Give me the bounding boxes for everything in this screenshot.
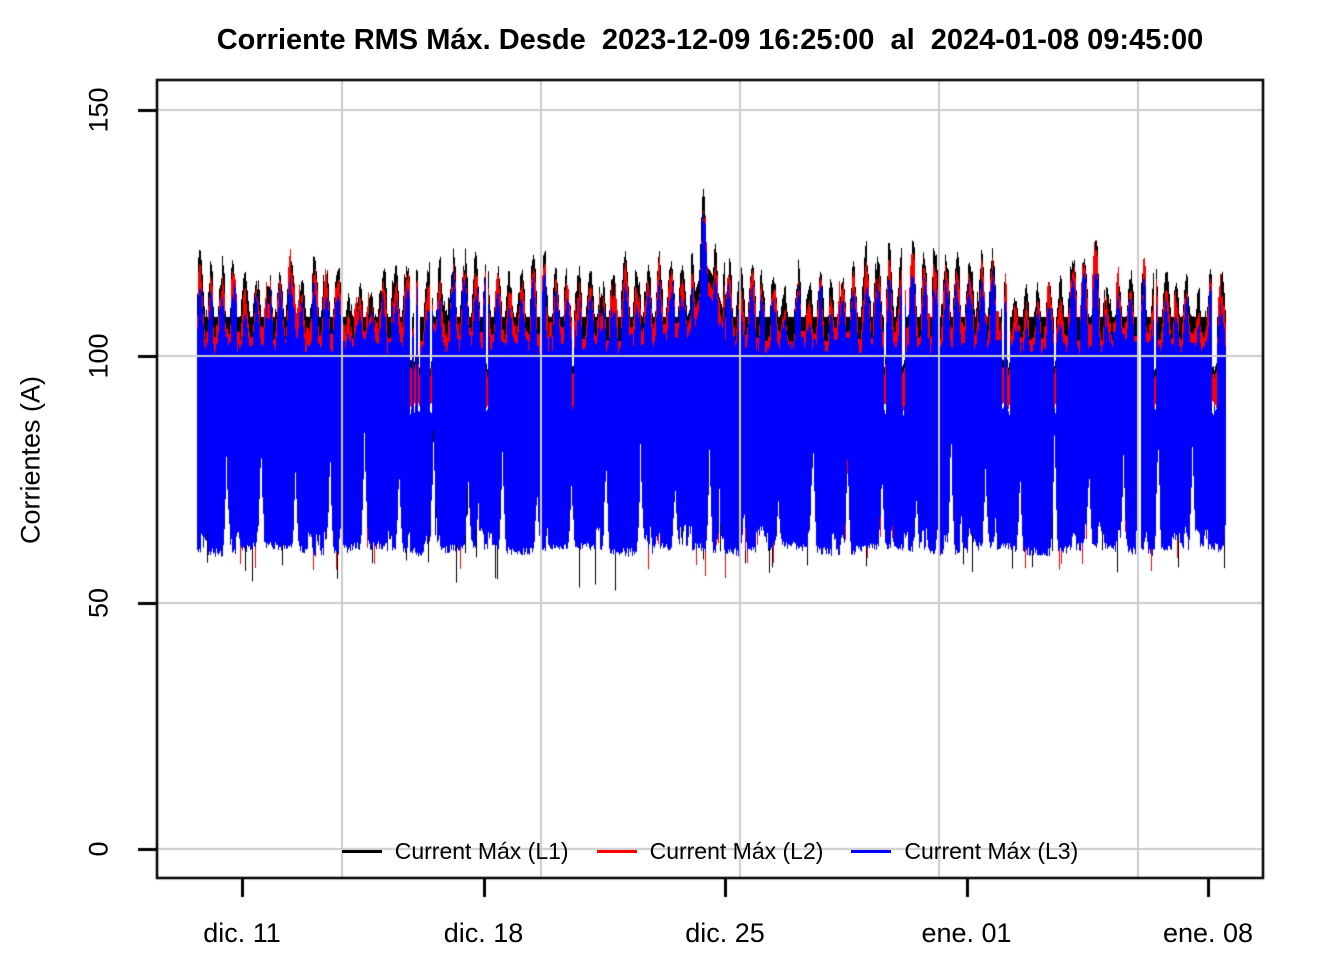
legend-label: Current Máx (L1) [394,837,569,864]
x-tick-label: ene. 01 [921,918,1012,948]
chart-title: Corriente RMS Máx. Desde 2023-12-09 16:2… [216,24,1204,56]
y-tick-label: 150 [83,87,114,133]
legend-item: Current Máx (L1) [341,837,569,865]
legend-item: Current Máx (L3) [851,838,1078,865]
y-axis-title: Corrientes (A) [15,375,46,545]
legend: Current Máx (L1) Current Máx (L2) Current … [157,836,1263,866]
x-tick-label: dic. 25 [685,918,765,948]
legend-line-sample [596,849,637,853]
legend-label: Current Máx (L3) [904,837,1079,864]
y-tick-label: 50 [83,587,114,618]
y-tick-label: 0 [83,841,114,857]
x-tick-label: ene. 08 [1162,918,1254,948]
legend-line-sample [851,849,892,853]
legend-label: Current Máx (L2) [649,837,824,864]
y-tick-label: 100 [83,333,114,379]
x-tick-label: dic. 11 [203,918,281,948]
x-tick-label: dic. 18 [443,918,524,948]
legend-item: Current Máx (L2) [596,837,824,865]
legend-line-sample [341,849,382,853]
